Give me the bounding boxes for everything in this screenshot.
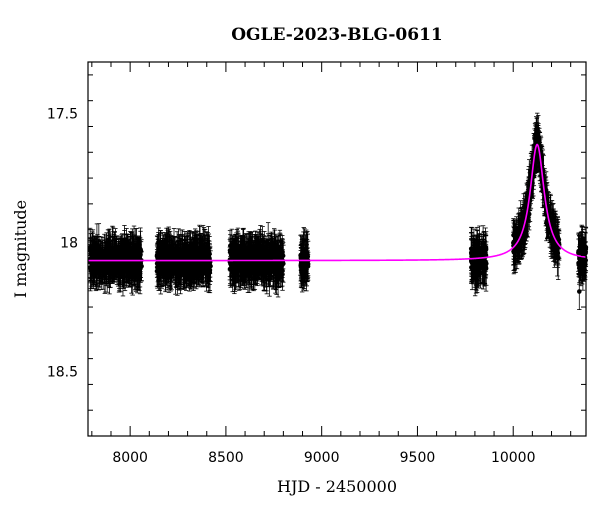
- x-tick-label: 9000: [304, 450, 340, 466]
- y-tick-label: 18.5: [47, 365, 78, 381]
- data-point: [138, 249, 143, 283]
- x-tick-label: 8500: [208, 450, 244, 466]
- x-tick-label: 9500: [400, 450, 436, 466]
- y-tick-label: 18: [60, 236, 78, 252]
- y-tick-label: 17.5: [47, 107, 78, 123]
- data-point: [100, 241, 105, 285]
- data-point: [129, 254, 134, 281]
- x-tick-label: 10000: [491, 450, 536, 466]
- x-tick-label: 8000: [112, 450, 148, 466]
- data-point: [124, 243, 129, 288]
- data-point: [111, 250, 116, 282]
- data-point: [132, 238, 137, 268]
- chart-title: OGLE-2023-BLG-0611: [231, 25, 443, 45]
- data-points-layer: [87, 112, 589, 311]
- x-axis-label: HJD - 2450000: [277, 477, 397, 496]
- data-point: [113, 253, 119, 276]
- y-axis-label: I magnitude: [11, 200, 30, 298]
- data-point: [118, 247, 123, 293]
